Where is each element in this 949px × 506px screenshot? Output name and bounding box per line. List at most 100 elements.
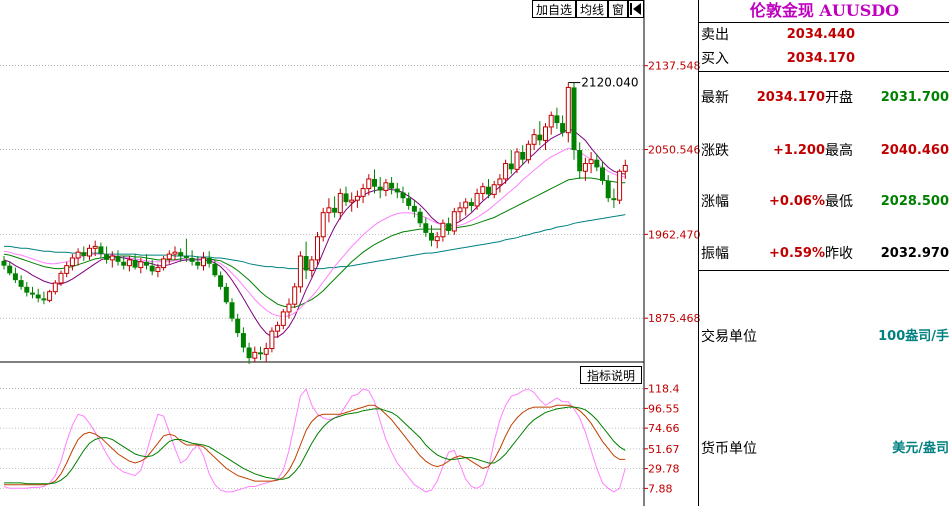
candle — [383, 178, 389, 197]
candle-body — [360, 188, 366, 197]
candle — [525, 140, 531, 164]
candle — [98, 242, 104, 258]
window-button[interactable]: 窗 — [608, 0, 628, 18]
change-row: 涨跌 +1.200 最高 2040.460 — [699, 140, 949, 162]
candle-body — [383, 182, 389, 192]
oscillator-tick-label: 7.88 — [648, 482, 673, 495]
candle-body — [292, 286, 298, 305]
candle-body — [548, 114, 554, 128]
low-label: 最低 — [825, 194, 853, 210]
candle — [235, 313, 241, 337]
candle-body — [440, 222, 446, 238]
candle-body — [121, 261, 127, 266]
candle — [537, 121, 543, 146]
candle — [486, 178, 491, 199]
candle — [503, 159, 509, 184]
candle — [149, 259, 155, 276]
candle — [354, 190, 360, 208]
candle-body — [354, 195, 360, 201]
candle — [223, 283, 229, 305]
candle — [172, 246, 178, 260]
candle-body — [275, 324, 281, 332]
candle-body — [565, 86, 571, 134]
candle-body — [81, 252, 87, 257]
indicator-help-button[interactable]: 指标说明 — [580, 366, 642, 384]
candle-body — [531, 134, 537, 145]
candle — [554, 107, 560, 129]
candle-body — [69, 257, 75, 267]
oscillator-tick-label: 118.4 — [648, 383, 680, 396]
candle-body — [258, 352, 263, 355]
candle-body — [337, 192, 343, 214]
candle-body — [223, 286, 229, 303]
price-tick-label: 2050.546 — [648, 144, 700, 157]
candle — [212, 259, 218, 278]
candle-body — [588, 159, 594, 165]
candle — [377, 177, 383, 199]
candle-body — [617, 170, 623, 201]
candle-body — [463, 201, 469, 209]
candle — [622, 159, 628, 179]
candle-body — [508, 163, 514, 170]
candle — [565, 82, 571, 143]
candle — [548, 111, 554, 135]
candle — [605, 175, 611, 203]
candle-body — [400, 192, 406, 199]
oscillator-line — [3, 387, 626, 493]
candle-body — [87, 247, 92, 257]
candle — [263, 342, 269, 362]
candle — [560, 115, 566, 137]
candle-body — [126, 259, 132, 267]
candle — [275, 321, 281, 338]
candle-body — [514, 151, 520, 170]
candle-body — [263, 348, 269, 355]
oscillator-chart[interactable]: 118.4 96.55 74.66 51.67 29.78 7.88 — [0, 383, 680, 496]
candle — [394, 182, 400, 199]
currency-row: 货币单位 美元/盎司 — [699, 438, 949, 460]
candle-body — [594, 159, 600, 168]
candle-body — [320, 212, 326, 238]
candle — [594, 153, 600, 172]
candle — [30, 286, 35, 299]
candle — [423, 217, 429, 237]
candle-body — [457, 207, 463, 213]
moving-average-line — [3, 177, 626, 308]
candle — [144, 254, 149, 270]
candle — [309, 256, 315, 278]
buy-row: 买入 2034.170 — [699, 48, 949, 70]
candlestick-chart[interactable]: 2137.548 2050.546 1962.470 1875.468 2120.040 — [0, 0, 700, 506]
candle — [246, 342, 252, 364]
back-button[interactable] — [628, 0, 644, 18]
candle-body — [366, 178, 372, 190]
candle — [286, 298, 292, 319]
candle-body — [280, 311, 286, 326]
candle — [189, 250, 195, 266]
price-tick-label: 1875.468 — [648, 312, 700, 325]
candle-body — [75, 251, 81, 259]
candle — [132, 254, 138, 270]
amplitude-label: 振幅 — [701, 246, 729, 262]
candle — [229, 298, 235, 322]
add-watchlist-button[interactable]: 加自选 — [532, 0, 576, 18]
candle — [480, 182, 486, 201]
high-label: 最高 — [825, 143, 853, 159]
candle — [531, 128, 537, 151]
candle-body — [537, 134, 543, 141]
candle-body — [497, 178, 503, 186]
candle-body — [7, 265, 13, 274]
candle — [161, 256, 167, 271]
candle-body — [554, 115, 560, 124]
candle — [366, 174, 372, 196]
candle — [18, 275, 24, 290]
change-value: +1.200 — [772, 143, 825, 158]
change-pct-row: 涨幅 +0.06% 最低 2028.500 — [699, 191, 949, 213]
candle-body — [491, 184, 497, 195]
candle — [326, 198, 332, 223]
candle — [360, 183, 366, 204]
moving-average-button[interactable]: 均线 — [576, 0, 608, 18]
peak-annotation-label: 2120.040 — [581, 76, 638, 90]
candle — [75, 248, 81, 266]
amplitude-value: +0.59% — [769, 246, 825, 261]
candle — [166, 250, 172, 264]
chart-area[interactable]: 2137.548 2050.546 1962.470 1875.468 2120.040… — [0, 0, 700, 506]
